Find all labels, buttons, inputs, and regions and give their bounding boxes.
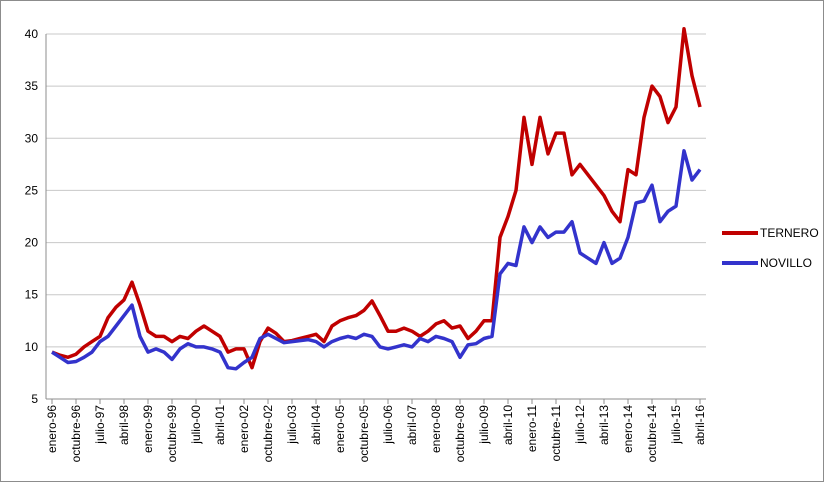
x-tick-label: enero-99: [141, 405, 155, 453]
y-tick-label: 30: [25, 131, 39, 145]
x-tick-label: octubre-99: [165, 405, 179, 463]
y-tick-label: 25: [25, 183, 39, 197]
x-tick-label: abril-10: [501, 405, 515, 445]
x-tick-label: octubre-14: [645, 405, 659, 463]
series-line: [51, 149, 702, 371]
x-tick-label: octubre-05: [357, 405, 371, 463]
x-tick-label: julio-97: [93, 405, 107, 445]
y-tick-label: 10: [25, 340, 39, 354]
x-tick-label: octubre-08: [453, 405, 467, 463]
x-tick-label: julio-12: [573, 405, 587, 445]
legend-label: TERNERO: [760, 226, 819, 240]
y-tick-label: 5: [31, 392, 38, 406]
x-tick-label: julio-09: [477, 405, 491, 445]
series-line: [51, 27, 702, 370]
y-tick-label: 15: [25, 288, 39, 302]
x-tick-label: enero-02: [237, 405, 251, 453]
x-tick-label: enero-08: [429, 405, 443, 453]
y-tick-label: 35: [25, 79, 39, 93]
x-tick-label: abril-98: [117, 405, 131, 445]
x-tick-label: julio-06: [381, 405, 395, 445]
x-tick-label: octubre-02: [261, 405, 275, 463]
x-tick-label: julio-15: [669, 405, 683, 445]
x-tick-label: enero-96: [45, 405, 59, 453]
x-tick-label: julio-00: [189, 405, 203, 445]
x-tick-label: abril-16: [693, 405, 707, 445]
x-tick-label: enero-05: [333, 405, 347, 453]
x-tick-label: abril-07: [405, 405, 419, 445]
x-tick-label: abril-04: [309, 405, 323, 445]
x-tick-label: abril-01: [213, 405, 227, 445]
y-tick-label: 20: [25, 236, 39, 250]
x-tick-label: octubre-96: [69, 405, 83, 463]
x-tick-label: enero-14: [621, 405, 635, 453]
y-tick-label: 40: [25, 27, 39, 41]
x-tick-label: enero-11: [525, 405, 539, 452]
x-tick-label: abril-13: [597, 405, 611, 445]
legend-label: NOVILLO: [760, 256, 812, 270]
x-tick-label: julio-03: [285, 405, 299, 445]
x-tick-label: octubre-11: [549, 405, 563, 462]
